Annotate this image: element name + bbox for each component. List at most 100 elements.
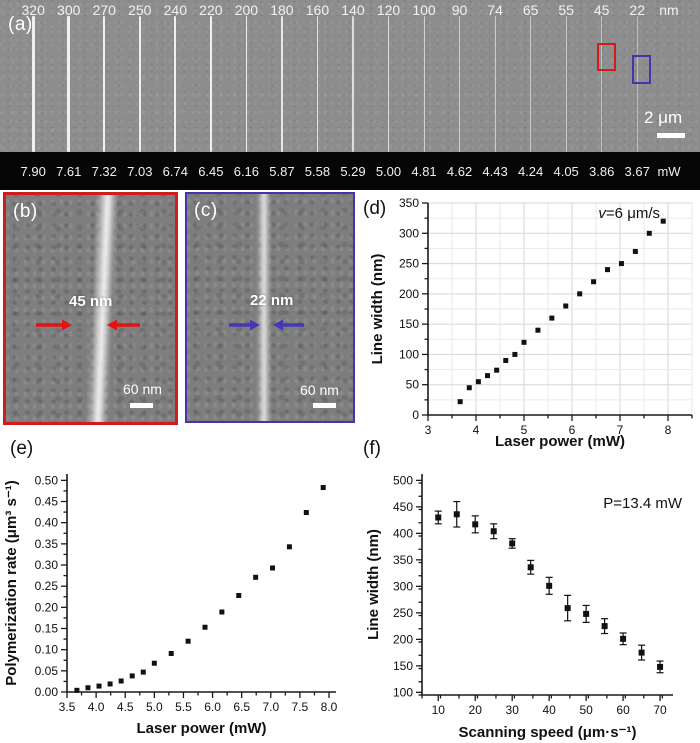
chart-polymerization-rate-vs-power: 3.5 4.0 4.5 5.0 5.5 6.0 6.5 7.0 7.5 8.0 0.00 0.05 0.… bbox=[0, 430, 360, 743]
svg-text:250: 250 bbox=[393, 606, 413, 620]
svg-text:50: 50 bbox=[406, 378, 420, 392]
laser-power-label: 4.81 bbox=[411, 164, 437, 179]
sem-polymer-line bbox=[67, 16, 70, 152]
svg-text:4.0: 4.0 bbox=[88, 700, 105, 714]
scale-bar bbox=[313, 403, 336, 408]
data-point bbox=[85, 685, 91, 691]
svg-text:4: 4 bbox=[473, 423, 480, 437]
line-width-label: 74 bbox=[487, 2, 503, 18]
svg-text:7.0: 7.0 bbox=[262, 700, 279, 714]
panel-a-sem-overview: 320 300 270 250 240 220 200 180 160 140 120 100 90 74… bbox=[0, 0, 700, 190]
data-point bbox=[646, 230, 652, 236]
line-width-label: 100 bbox=[412, 2, 436, 18]
data-point bbox=[140, 669, 146, 675]
sem-polymer-line bbox=[636, 16, 638, 152]
laser-power-label: 7.90 bbox=[20, 164, 46, 179]
panel-a-label: (a) bbox=[8, 14, 33, 35]
svg-text:0.40: 0.40 bbox=[35, 516, 59, 530]
svg-text:100: 100 bbox=[399, 347, 419, 361]
data-point bbox=[577, 291, 583, 297]
line-width-label: 200 bbox=[234, 2, 259, 18]
svg-text:20: 20 bbox=[469, 703, 483, 717]
data-point bbox=[96, 683, 102, 689]
tick-marks bbox=[416, 479, 663, 701]
scale-bar-label: 60 nm bbox=[300, 382, 339, 398]
data-point bbox=[168, 650, 174, 656]
sem-polymer-line bbox=[565, 16, 567, 152]
grid bbox=[428, 202, 693, 415]
line-width-label: 45 bbox=[593, 2, 610, 18]
laser-power-label: 6.16 bbox=[233, 164, 260, 179]
sem-polymer-line bbox=[530, 16, 531, 152]
svg-text:40: 40 bbox=[542, 703, 556, 717]
tick-labels: 3 4 5 6 7 8 0 50 100 150 200 250 300 350 bbox=[399, 196, 672, 437]
svg-text:4.5: 4.5 bbox=[117, 700, 134, 714]
sem-polymer-line bbox=[245, 16, 248, 152]
data-point bbox=[591, 279, 597, 285]
data-point bbox=[202, 624, 208, 630]
data-point bbox=[503, 357, 509, 363]
blue-highlight-box bbox=[632, 55, 651, 84]
svg-text:150: 150 bbox=[393, 659, 413, 673]
svg-text:8.0: 8.0 bbox=[321, 700, 338, 714]
svg-text:0: 0 bbox=[412, 408, 419, 422]
data-point bbox=[620, 635, 627, 642]
svg-text:250: 250 bbox=[399, 257, 419, 271]
svg-text:300: 300 bbox=[393, 579, 413, 593]
svg-text:350: 350 bbox=[393, 553, 413, 567]
svg-text:350: 350 bbox=[399, 196, 419, 210]
laser-power-label: 4.05 bbox=[553, 164, 579, 179]
svg-text:100: 100 bbox=[393, 685, 413, 699]
scale-bar bbox=[657, 133, 685, 138]
data-point bbox=[303, 510, 309, 516]
chart-line-width-vs-power: 3 4 5 6 7 8 0 50 100 150 200 250 300 350 Laser power (… bbox=[360, 188, 700, 452]
sem-polymer-line bbox=[174, 16, 177, 152]
data-point bbox=[512, 351, 518, 357]
svg-text:450: 450 bbox=[393, 500, 413, 514]
data-point bbox=[74, 687, 80, 693]
data-point bbox=[638, 649, 645, 656]
data-point bbox=[219, 609, 225, 615]
data-point bbox=[490, 528, 497, 535]
laser-power-label: 4.43 bbox=[482, 164, 508, 179]
sem-polymer-line bbox=[31, 16, 35, 152]
top-unit-label: nm bbox=[659, 2, 679, 18]
scale-bar-label: 60 nm bbox=[123, 381, 162, 397]
svg-text:7.5: 7.5 bbox=[292, 700, 309, 714]
y-axis-label: Line width (nm) bbox=[365, 529, 382, 640]
tick-labels: 10 20 30 40 50 60 70 100 150 200 250 300 350 400 450 50… bbox=[393, 473, 667, 717]
svg-text:150: 150 bbox=[399, 317, 419, 331]
svg-text:200: 200 bbox=[393, 632, 413, 646]
data-points bbox=[74, 485, 326, 693]
sem-polymer-line bbox=[103, 16, 106, 152]
svg-text:60: 60 bbox=[616, 703, 630, 717]
data-point bbox=[605, 267, 611, 273]
line-width-label: 120 bbox=[376, 2, 401, 18]
data-point bbox=[475, 379, 481, 385]
svg-text:0.25: 0.25 bbox=[35, 579, 59, 593]
laser-power-label: 3.67 bbox=[624, 164, 650, 179]
svg-text:6.5: 6.5 bbox=[233, 700, 250, 714]
line-width-label: 160 bbox=[305, 2, 330, 18]
svg-text:0.15: 0.15 bbox=[35, 622, 59, 636]
svg-text:0.00: 0.00 bbox=[35, 685, 59, 699]
svg-text:0.45: 0.45 bbox=[35, 495, 59, 509]
laser-power-label: 5.29 bbox=[340, 164, 366, 179]
data-point bbox=[107, 681, 113, 687]
sem-background bbox=[0, 0, 700, 152]
svg-text:30: 30 bbox=[506, 703, 520, 717]
sem-polymer-line bbox=[209, 16, 212, 152]
data-point bbox=[563, 303, 569, 309]
measurement-label: 45 nm bbox=[69, 293, 113, 310]
line-width-label: 240 bbox=[163, 2, 187, 18]
svg-text:3.5: 3.5 bbox=[59, 700, 76, 714]
data-point bbox=[286, 544, 292, 550]
data-point bbox=[435, 514, 442, 521]
tick-marks bbox=[422, 202, 693, 421]
svg-text:8: 8 bbox=[665, 423, 672, 437]
line-width-label: 300 bbox=[57, 2, 81, 18]
laser-power-label: 5.00 bbox=[375, 164, 402, 179]
data-point bbox=[185, 638, 191, 644]
svg-text:3: 3 bbox=[425, 423, 432, 437]
svg-text:50: 50 bbox=[579, 703, 593, 717]
